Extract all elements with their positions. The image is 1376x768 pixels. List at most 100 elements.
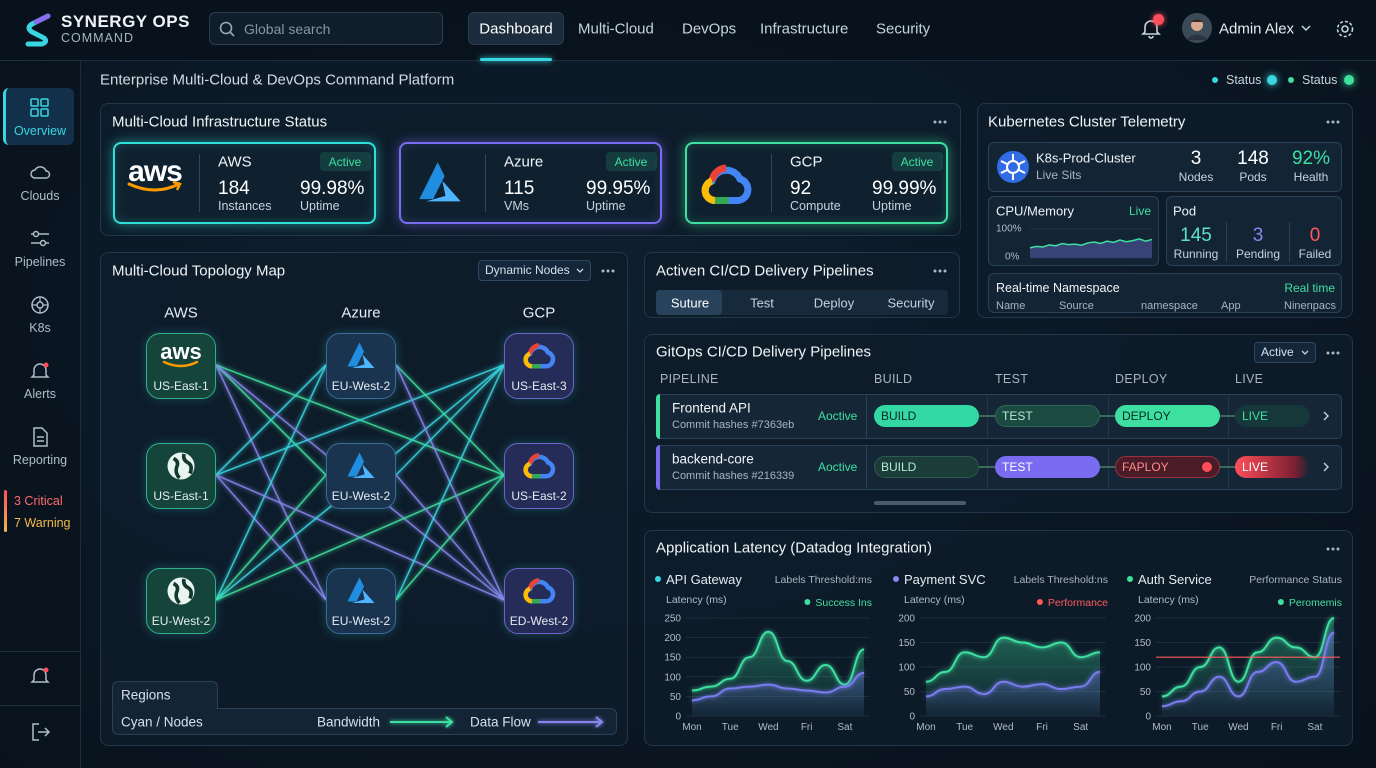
cpu-title: CPU/Memory [996, 203, 1075, 219]
sidebar-icon[interactable] [30, 361, 50, 381]
sidebar-label[interactable]: Clouds [20, 189, 60, 203]
sidebar-label[interactable]: K8s [29, 321, 51, 335]
node-label: EU-West-2 [151, 614, 211, 628]
notification-dot [1153, 14, 1164, 25]
icon-part [933, 269, 937, 273]
icon-part [219, 21, 233, 35]
panel-title: Activen CI/CD Delivery Pipelines [656, 262, 874, 280]
icon-part [943, 120, 947, 124]
namespace-status: Real time [1284, 281, 1335, 295]
nav-item[interactable]: Multi-Cloud [578, 20, 654, 38]
more-menu[interactable] [1326, 547, 1340, 551]
icon-part [172, 453, 193, 480]
panel-title: Multi-Cloud Infrastructure Status [112, 113, 328, 131]
settings[interactable] [1335, 19, 1355, 39]
icon-part [426, 180, 461, 202]
more-menu[interactable] [1326, 351, 1340, 355]
cpu-box [988, 196, 1159, 266]
status-pill [606, 152, 657, 171]
cluster-stat-value: 92% [1291, 148, 1331, 169]
stage-label: TEST [1002, 460, 1033, 474]
cloud-count-label: VMs [504, 199, 529, 213]
cloud-uptime: 99.99% [872, 178, 937, 199]
nav-underline [480, 58, 552, 61]
error-dot [1202, 462, 1212, 472]
tab[interactable]: Deploy [813, 295, 855, 311]
stage-label: TEST [1002, 409, 1033, 423]
stage-connector [1100, 415, 1115, 417]
cluster-box [988, 142, 1342, 192]
nav-active-bg [468, 12, 564, 45]
azure-icon [347, 452, 375, 478]
pod-stat-value: 3 [1252, 225, 1264, 246]
status-dot [1212, 77, 1218, 83]
sidebar-icon[interactable] [30, 229, 50, 249]
latency-panel [644, 530, 1353, 746]
tab[interactable]: Suture [670, 295, 710, 311]
sidebar-label[interactable]: Overview [13, 124, 67, 138]
tab-active[interactable] [656, 290, 722, 315]
panel-title: Application Latency (Datadog Integration… [656, 539, 933, 557]
icon-part [708, 164, 727, 182]
icon-part [527, 453, 540, 465]
icon-part [37, 436, 44, 442]
icon-part [352, 464, 375, 478]
card-divider [485, 154, 486, 212]
avatar[interactable] [1182, 13, 1212, 43]
logout[interactable] [31, 722, 51, 742]
more-menu[interactable] [933, 120, 947, 124]
nav-item[interactable]: Security [876, 20, 931, 38]
azure-icon [347, 577, 375, 603]
cloud-card [685, 142, 948, 224]
stage-pill [1235, 405, 1310, 427]
sidebar-icon[interactable] [30, 295, 50, 315]
cloud-count-label: Instances [218, 199, 272, 213]
nav-item[interactable]: DevOps [682, 20, 737, 38]
sidebar-label[interactable]: Reporting [12, 453, 68, 467]
topology-filter[interactable] [478, 260, 591, 281]
sidebar-icon[interactable] [30, 98, 50, 118]
pod-divider [1289, 222, 1290, 262]
cluster-stat-value: 148 [1237, 148, 1269, 169]
search-box[interactable] [209, 12, 443, 45]
sidebar-icon[interactable] [30, 427, 50, 447]
row-chevron[interactable] [1323, 462, 1329, 472]
nav-item[interactable]: Dashboard [479, 20, 553, 38]
logo [25, 13, 51, 47]
cloud-name: Azure [504, 153, 544, 171]
tab[interactable]: Test [750, 295, 774, 311]
icon-part [347, 577, 364, 602]
icon-part [347, 452, 364, 477]
icon-part [997, 151, 1029, 183]
user-name[interactable]: Admin Alex [1219, 20, 1295, 38]
sidebar-bell[interactable] [30, 666, 50, 686]
brand-name: SYNERGY OPS [61, 12, 190, 31]
icon-part [36, 301, 44, 309]
gcp-logo [701, 164, 752, 204]
cloud-uptime-label: Uptime [300, 199, 340, 213]
sidebar-label[interactable]: Pipelines [14, 255, 66, 269]
topology-node[interactable] [504, 333, 574, 399]
sidebar-label[interactable]: Alerts [24, 387, 56, 401]
warning-count: 7 Warning [14, 516, 71, 530]
icon-part [30, 166, 51, 179]
topology-filter-text: Dynamic Nodes [485, 263, 570, 277]
more-menu[interactable] [601, 269, 615, 273]
sidebar-icon[interactable] [30, 163, 51, 183]
search-placeholder: Global search [244, 21, 331, 37]
tab[interactable]: Security [887, 295, 935, 311]
legend-item: Data Flow [470, 714, 531, 730]
more-menu[interactable] [933, 269, 947, 273]
status-pill-text: Active [900, 155, 934, 169]
more-menu[interactable] [1326, 120, 1340, 124]
namespace-column: namespace [1141, 300, 1198, 312]
azure-logo [419, 162, 461, 202]
namespace-column: Source [1059, 300, 1094, 312]
nav-item[interactable]: Infrastructure [760, 20, 849, 38]
column-header: TEST [995, 372, 1029, 386]
icon-part [1336, 547, 1340, 551]
card-divider [199, 154, 200, 212]
gitops-filter[interactable] [1254, 342, 1316, 363]
row-chevron[interactable] [1323, 411, 1329, 421]
